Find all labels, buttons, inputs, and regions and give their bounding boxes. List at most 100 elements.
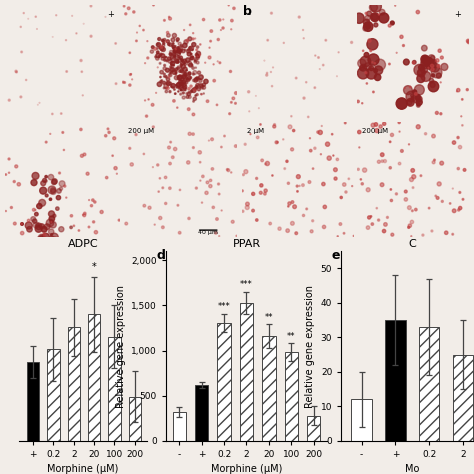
Circle shape: [299, 185, 300, 186]
Circle shape: [197, 56, 198, 57]
Circle shape: [379, 13, 389, 23]
Circle shape: [430, 61, 433, 63]
Circle shape: [37, 237, 43, 243]
Circle shape: [416, 10, 419, 14]
Circle shape: [351, 41, 353, 44]
Circle shape: [352, 186, 353, 187]
Circle shape: [160, 46, 164, 51]
Circle shape: [191, 88, 196, 92]
Circle shape: [176, 47, 179, 50]
Circle shape: [202, 18, 205, 21]
Circle shape: [371, 1, 382, 12]
Circle shape: [366, 24, 370, 29]
Circle shape: [169, 162, 171, 165]
Circle shape: [180, 45, 182, 47]
Circle shape: [51, 188, 55, 192]
Circle shape: [40, 235, 44, 238]
Circle shape: [39, 102, 40, 103]
Circle shape: [192, 49, 193, 50]
Circle shape: [159, 178, 161, 179]
Circle shape: [157, 44, 159, 45]
Circle shape: [408, 206, 411, 210]
Circle shape: [377, 160, 381, 164]
Circle shape: [378, 14, 379, 15]
Circle shape: [70, 226, 73, 228]
Circle shape: [45, 239, 48, 242]
Circle shape: [173, 47, 174, 48]
Circle shape: [456, 89, 460, 92]
Y-axis label: Relative gene expression: Relative gene expression: [305, 284, 315, 408]
Circle shape: [174, 58, 178, 63]
Circle shape: [295, 232, 298, 235]
Circle shape: [259, 191, 262, 194]
Circle shape: [125, 13, 127, 15]
Circle shape: [135, 134, 137, 136]
Circle shape: [37, 104, 38, 105]
Circle shape: [177, 40, 178, 42]
Circle shape: [39, 200, 46, 206]
Circle shape: [194, 60, 196, 62]
Circle shape: [219, 19, 221, 21]
Circle shape: [173, 54, 176, 57]
Circle shape: [179, 189, 181, 191]
Circle shape: [298, 16, 300, 18]
Circle shape: [345, 122, 346, 124]
Circle shape: [184, 73, 186, 74]
Circle shape: [125, 222, 128, 225]
Circle shape: [176, 48, 180, 52]
Circle shape: [118, 219, 120, 221]
Circle shape: [146, 115, 147, 117]
Circle shape: [61, 113, 62, 114]
Circle shape: [284, 168, 286, 170]
Text: d: d: [156, 249, 165, 262]
Circle shape: [184, 64, 186, 65]
Circle shape: [194, 58, 198, 61]
Circle shape: [437, 64, 440, 68]
Circle shape: [180, 67, 182, 68]
Circle shape: [288, 202, 291, 205]
Circle shape: [339, 223, 342, 226]
Circle shape: [187, 92, 191, 96]
Circle shape: [320, 154, 321, 155]
Circle shape: [49, 216, 55, 221]
Circle shape: [422, 56, 427, 61]
Circle shape: [188, 72, 191, 75]
Circle shape: [396, 98, 407, 109]
Circle shape: [51, 221, 52, 222]
Circle shape: [73, 225, 74, 227]
Circle shape: [81, 155, 83, 157]
Circle shape: [412, 94, 420, 103]
Circle shape: [164, 73, 165, 75]
Circle shape: [47, 237, 53, 243]
Circle shape: [8, 158, 10, 160]
Circle shape: [216, 218, 219, 220]
Circle shape: [183, 72, 187, 75]
Circle shape: [379, 9, 385, 15]
Circle shape: [171, 61, 175, 65]
Circle shape: [152, 126, 155, 128]
Circle shape: [377, 219, 380, 221]
Circle shape: [36, 224, 39, 227]
Circle shape: [196, 93, 198, 96]
Circle shape: [395, 5, 396, 6]
Bar: [453, 355, 474, 441]
Circle shape: [452, 188, 453, 189]
Circle shape: [21, 223, 22, 225]
Circle shape: [145, 100, 146, 101]
Circle shape: [371, 123, 375, 127]
Circle shape: [179, 56, 182, 59]
Circle shape: [431, 67, 442, 78]
Circle shape: [196, 55, 200, 58]
Circle shape: [189, 46, 191, 49]
Circle shape: [173, 43, 174, 44]
Circle shape: [178, 91, 179, 92]
Circle shape: [380, 183, 384, 187]
Circle shape: [82, 214, 83, 215]
Circle shape: [325, 39, 327, 41]
Circle shape: [410, 177, 413, 182]
Circle shape: [184, 89, 186, 91]
Circle shape: [32, 173, 39, 179]
Circle shape: [151, 103, 154, 106]
Circle shape: [420, 66, 428, 73]
Circle shape: [435, 111, 438, 114]
